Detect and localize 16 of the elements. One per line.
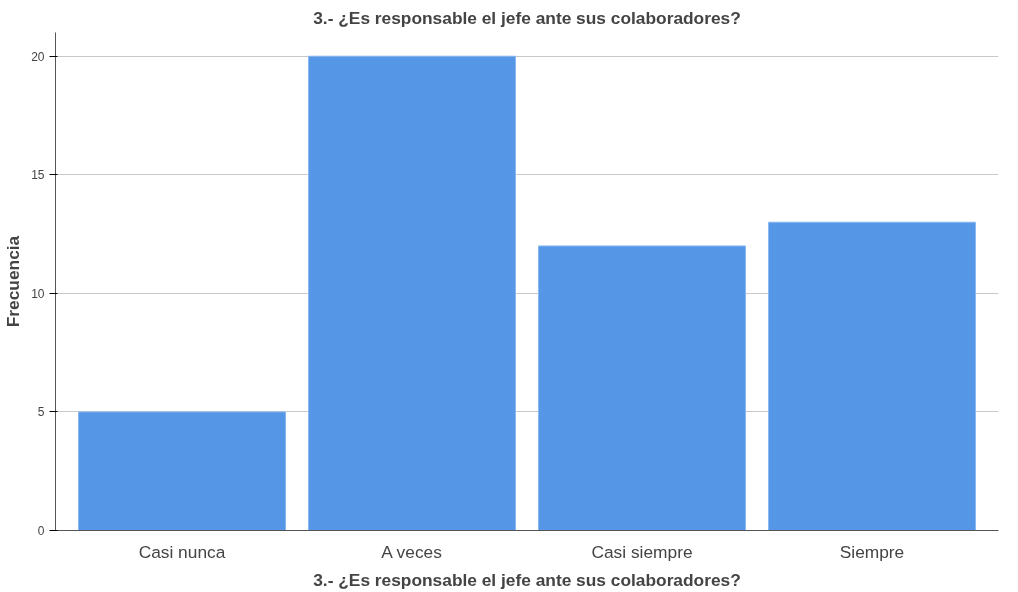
y-tick-label: 5 <box>37 405 45 420</box>
x-tick-label: Siempre <box>839 541 905 562</box>
x-tick-label: Casi nunca <box>138 541 226 562</box>
y-tick-label: 10 <box>31 286 45 301</box>
bar <box>768 221 976 531</box>
bar <box>308 55 516 531</box>
chart-title: 3.- ¿Es responsable el jefe ante sus colaboradores? <box>313 7 741 28</box>
x-tick-label: Casi siempre <box>591 541 693 562</box>
bar <box>538 245 746 531</box>
y-axis-title: Frecuencia <box>3 235 24 328</box>
y-tick-label: 20 <box>31 49 45 64</box>
x-tick-label: A veces <box>381 541 443 562</box>
y-tick-label: 15 <box>31 168 45 183</box>
y-tick-label: 0 <box>37 524 45 538</box>
bar <box>78 411 286 531</box>
x-axis-title: 3.- ¿Es responsable el jefe ante sus colaboradores? <box>313 569 741 590</box>
